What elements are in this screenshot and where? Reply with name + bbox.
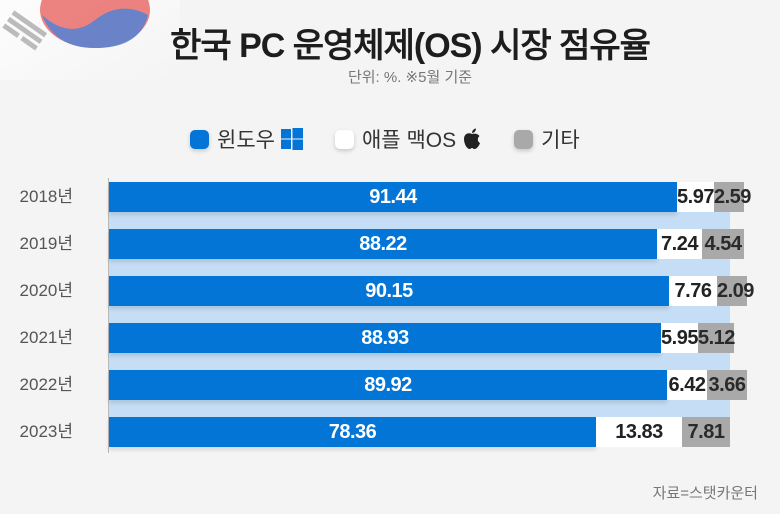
- bar-row-2019: 2019년 88.22 7.24 4.54: [20, 229, 759, 259]
- bar-segment-macos: 5.95: [661, 323, 698, 353]
- bar-row-2023: 2023년 78.36 13.83 7.81: [20, 417, 759, 447]
- swatch-other: [514, 129, 534, 149]
- bar-segment-other: 2.59: [714, 182, 751, 212]
- bar-segment-other: 3.66: [707, 370, 747, 400]
- bar-row-2018: 2018년 91.44 5.97 2.59: [20, 182, 759, 212]
- row-separator-band: [109, 212, 730, 229]
- legend-item-other: 기타: [514, 124, 580, 154]
- bar-segment-macos: 7.24: [657, 229, 702, 259]
- bar-segment-other: 7.81: [682, 417, 730, 447]
- bar-segment-macos: 5.97: [677, 182, 714, 212]
- chart-subtitle: 단위: %. ※5월 기준: [347, 69, 473, 86]
- bar-row-2021: 2021년 88.93 5.95 5.12: [20, 323, 759, 353]
- row-separator-band: [109, 259, 730, 276]
- apple-icon: [462, 128, 482, 150]
- windows-icon: [280, 128, 303, 150]
- legend-label-windows: 윈도우: [217, 129, 275, 152]
- row-separator-band: [109, 306, 730, 323]
- legend-item-windows: 윈도우: [190, 124, 303, 154]
- y-axis-line: [108, 178, 109, 453]
- bar-segment-windows: 78.36: [109, 417, 596, 447]
- bar-row-2020: 2020년 90.15 7.76 2.09: [20, 276, 759, 306]
- year-label: 2019년: [19, 234, 73, 253]
- legend: 윈도우 애플 맥OS 기타: [190, 124, 612, 154]
- chart-title: 한국 PC 운영체제(OS) 시장 점유율: [170, 27, 651, 65]
- bar-segment-windows: 90.15: [109, 276, 669, 306]
- year-label: 2021년: [19, 328, 73, 347]
- bar-segment-windows: 88.93: [109, 323, 661, 353]
- year-label: 2022년: [19, 375, 73, 394]
- swatch-macos: [334, 129, 354, 149]
- legend-label-other: 기타: [541, 129, 580, 152]
- bar-segment-other: 2.09: [717, 276, 754, 306]
- bar-segment-macos: 6.42: [667, 370, 707, 400]
- row-separator-band: [109, 400, 730, 417]
- korean-flag-decoration: [0, 0, 180, 80]
- bar-segment-other: 5.12: [698, 323, 735, 353]
- row-separator-band: [109, 353, 730, 370]
- bar-segment-windows: 91.44: [109, 182, 677, 212]
- year-label: 2020년: [19, 281, 73, 300]
- bar-segment-macos: 7.76: [669, 276, 717, 306]
- legend-item-macos: 애플 맥OS: [334, 124, 482, 154]
- bar-row-2022: 2022년 89.92 6.42 3.66: [20, 370, 759, 400]
- legend-label-macos: 애플 맥OS: [361, 129, 457, 152]
- swatch-windows: [190, 129, 209, 149]
- bar-segment-other: 4.54: [702, 229, 744, 259]
- year-label: 2018년: [19, 187, 73, 206]
- bar-segment-macos: 13.83: [596, 417, 682, 447]
- bar-segment-windows: 89.92: [109, 370, 667, 400]
- year-label: 2023년: [19, 422, 73, 441]
- bar-segment-windows: 88.22: [109, 229, 657, 259]
- source-note: 자료=스탯카운터: [652, 485, 758, 502]
